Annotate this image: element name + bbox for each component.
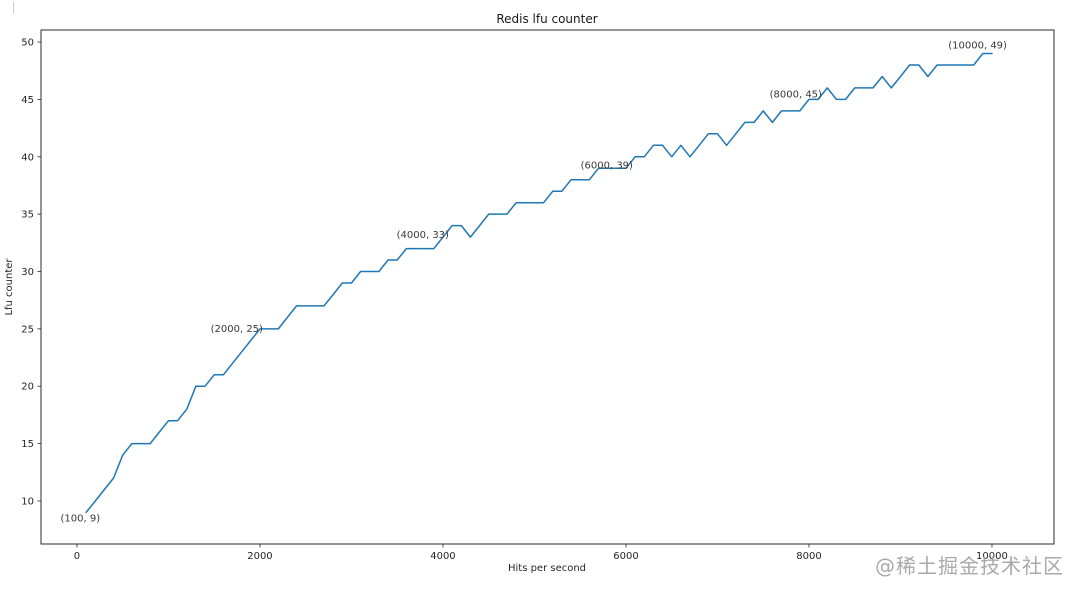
y-tick-label: 15 [21,439,34,450]
y-tick-label: 30 [21,267,34,278]
x-tick-label: 0 [74,551,80,562]
x-tick-label: 2000 [247,551,272,562]
y-tick-label: 50 [21,38,34,49]
y-tick-label: 40 [21,152,34,163]
y-axis-label: Lfu counter [4,258,15,316]
y-tick-label: 10 [21,496,34,507]
data-line [85,52,993,514]
x-tick-label: 8000 [796,551,821,562]
x-tick-label: 10000 [976,551,1008,562]
point-annotation: (100, 9) [61,513,101,524]
plot-area: 0 2000 4000 6000 8000 10000 10 15 20 25 30 35 40 45 50… [21,38,1008,562]
y-tick-label: 20 [21,382,34,393]
x-tick-label: 4000 [430,551,455,562]
y-tick-label: 35 [21,210,34,221]
screen-artifact-line [13,2,14,13]
point-annotation: (4000, 33) [397,230,449,241]
y-tick-label: 25 [21,324,34,335]
y-tick-label: 45 [21,95,34,106]
x-axis-label: Hits per second [508,563,586,574]
x-tick-label: 6000 [613,551,638,562]
point-annotation: (6000, 39) [581,160,633,171]
plot-frame [40,29,1055,545]
point-annotation: (2000, 25) [211,324,263,335]
point-annotation: (8000, 45) [770,89,822,100]
chart-title: Redis lfu counter [496,12,597,26]
point-annotation: (10000, 49) [948,41,1007,52]
